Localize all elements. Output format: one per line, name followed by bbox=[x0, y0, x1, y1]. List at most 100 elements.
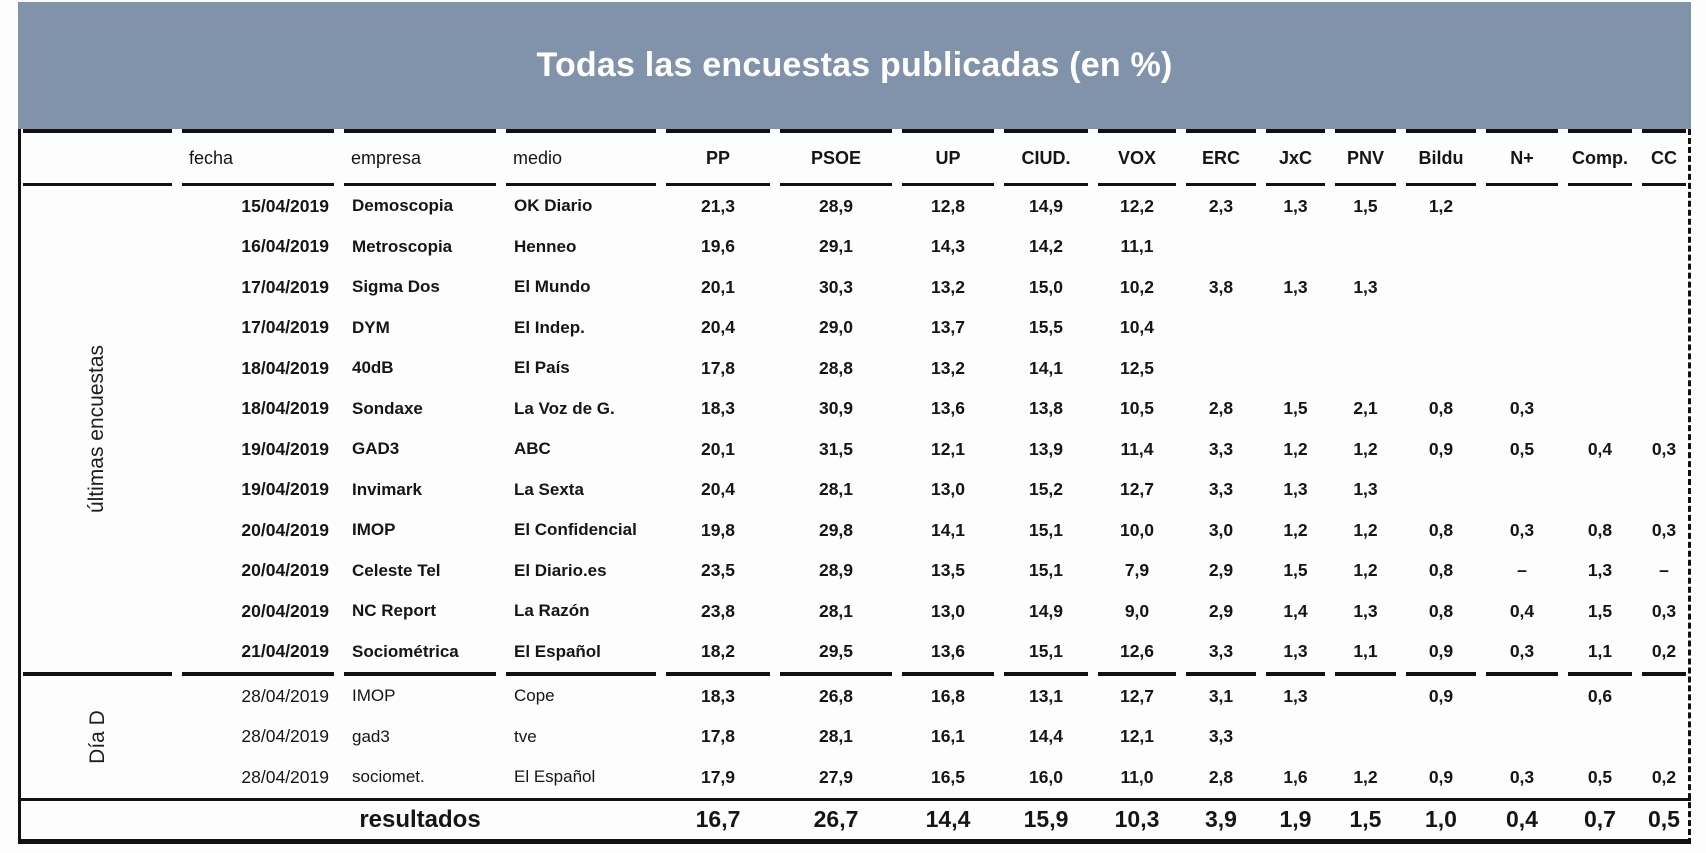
cell-psoe: 28,8 bbox=[818, 357, 854, 378]
cell-ciud: 14,4 bbox=[1028, 726, 1064, 747]
cell-jxc: 1,5 bbox=[1283, 398, 1308, 419]
results-vox: 10,3 bbox=[1114, 806, 1160, 832]
cell-up: 12,8 bbox=[930, 195, 966, 216]
cell-empresa: Sociométrica bbox=[352, 641, 459, 661]
cell-empresa: DYM bbox=[352, 317, 390, 337]
cell-ciud: 13,1 bbox=[1028, 685, 1064, 706]
cell-ciud: 14,9 bbox=[1028, 195, 1064, 216]
cell-pnv: 1,2 bbox=[1353, 766, 1378, 787]
header-comp: Comp. bbox=[1572, 147, 1628, 168]
cell-vox: 9,0 bbox=[1124, 600, 1150, 621]
cell-medio: El País bbox=[514, 358, 570, 378]
cell-psoe: 27,9 bbox=[818, 766, 854, 787]
cell-fecha: 21/04/2019 bbox=[241, 641, 329, 662]
table-rule-segment bbox=[780, 672, 892, 676]
header-cc: CC bbox=[1651, 147, 1677, 168]
cell-ciud: 15,2 bbox=[1028, 479, 1064, 500]
cell-up: 14,3 bbox=[930, 236, 966, 257]
table-rule-segment bbox=[1186, 672, 1256, 676]
header-pp: PP bbox=[705, 147, 730, 168]
cell-erc: 3,3 bbox=[1208, 641, 1234, 662]
cell-empresa: Sigma Dos bbox=[352, 277, 440, 297]
cell-vox: 11,4 bbox=[1120, 438, 1154, 459]
table-rule-segment bbox=[1568, 129, 1632, 133]
table-rule-segment bbox=[1266, 183, 1325, 186]
cell-n+: 0,3 bbox=[1509, 398, 1535, 419]
header-pnv: PNV bbox=[1346, 147, 1384, 168]
table-rule-segment bbox=[1098, 183, 1176, 186]
cell-medio: OK Diario bbox=[514, 196, 593, 216]
cell-vox: 7,9 bbox=[1124, 560, 1150, 581]
header-n+: N+ bbox=[1510, 147, 1534, 168]
cell-psoe: 31,5 bbox=[818, 438, 854, 459]
cell-jxc: 1,3 bbox=[1283, 685, 1308, 706]
cell-n+: – bbox=[1517, 560, 1527, 581]
cell-medio: El Mundo bbox=[514, 277, 591, 297]
cell-medio: Cope bbox=[514, 686, 555, 706]
cell-up: 16,8 bbox=[930, 685, 966, 706]
cell-erc: 3,3 bbox=[1208, 438, 1234, 459]
cell-fecha: 20/04/2019 bbox=[241, 600, 329, 621]
header-jxc: JxC bbox=[1278, 147, 1313, 168]
cell-jxc: 1,5 bbox=[1283, 560, 1308, 581]
cell-psoe: 26,8 bbox=[818, 685, 854, 706]
cell-psoe: 29,8 bbox=[818, 519, 854, 540]
header-empresa: empresa bbox=[351, 147, 422, 168]
cell-pp: 23,5 bbox=[700, 560, 736, 581]
cell-fecha: 28/04/2019 bbox=[241, 766, 329, 787]
cell-up: 13,2 bbox=[930, 276, 966, 297]
cell-cc: – bbox=[1659, 560, 1669, 581]
cell-pp: 17,9 bbox=[700, 766, 736, 787]
table-rule-segment bbox=[1004, 183, 1088, 186]
table-rule-segment bbox=[1098, 672, 1176, 676]
cell-empresa: sociomet. bbox=[352, 767, 425, 787]
title-band: Todas las encuestas publicadas (en %) bbox=[18, 2, 1691, 129]
table-rule-segment bbox=[1186, 129, 1256, 133]
table-rule-segment bbox=[1186, 183, 1256, 186]
cell-vox: 10,0 bbox=[1119, 519, 1155, 540]
cell-bildu: 0,8 bbox=[1428, 600, 1454, 621]
cell-vox: 12,7 bbox=[1119, 479, 1155, 500]
cell-bildu: 0,9 bbox=[1428, 766, 1454, 787]
cell-cc: 0,3 bbox=[1651, 519, 1677, 540]
cell-medio: El Diario.es bbox=[514, 560, 607, 580]
cell-fecha: 20/04/2019 bbox=[241, 560, 329, 581]
cell-n+: 0,3 bbox=[1509, 641, 1535, 662]
cell-pp: 19,6 bbox=[700, 236, 736, 257]
cell-vox: 12,2 bbox=[1119, 195, 1155, 216]
results-jxc: 1,9 bbox=[1279, 806, 1312, 832]
cell-up: 13,0 bbox=[930, 479, 966, 500]
cell-pnv: 1,2 bbox=[1353, 519, 1378, 540]
header-vox: VOX bbox=[1117, 147, 1156, 168]
results-n+: 0,4 bbox=[1506, 806, 1538, 832]
table-rule-segment bbox=[1406, 183, 1476, 186]
cell-pp: 20,1 bbox=[700, 276, 736, 297]
cell-vox: 12,6 bbox=[1119, 641, 1155, 662]
cell-bildu: 0,9 bbox=[1428, 641, 1454, 662]
cell-fecha: 28/04/2019 bbox=[241, 726, 329, 747]
table-left-border bbox=[18, 129, 21, 844]
table-rule-segment bbox=[902, 183, 994, 186]
cell-psoe: 28,1 bbox=[818, 600, 854, 621]
cell-empresa: 40dB bbox=[352, 358, 394, 378]
cell-pp: 21,3 bbox=[700, 195, 736, 216]
table-rule-segment bbox=[1335, 183, 1396, 186]
cell-up: 13,0 bbox=[930, 600, 966, 621]
table-rule-segment bbox=[1486, 672, 1558, 676]
cell-pp: 18,3 bbox=[700, 685, 736, 706]
cell-vox: 10,2 bbox=[1119, 276, 1155, 297]
cell-fecha: 19/04/2019 bbox=[241, 479, 329, 500]
cell-medio: Henneo bbox=[514, 236, 577, 256]
results-pp: 16,7 bbox=[695, 806, 741, 832]
cell-medio: El Español bbox=[514, 641, 601, 661]
table-rule-segment bbox=[1642, 672, 1686, 676]
cell-fecha: 17/04/2019 bbox=[241, 276, 329, 297]
cell-erc: 3,0 bbox=[1208, 519, 1234, 540]
cell-up: 13,7 bbox=[930, 317, 966, 338]
cell-ciud: 15,1 bbox=[1028, 641, 1064, 662]
cell-erc: 3,1 bbox=[1208, 685, 1234, 706]
table-rule-segment bbox=[1004, 129, 1088, 133]
cell-n+: 0,4 bbox=[1509, 600, 1535, 621]
cell-psoe: 29,0 bbox=[818, 317, 854, 338]
cell-n+: 0,3 bbox=[1509, 519, 1535, 540]
